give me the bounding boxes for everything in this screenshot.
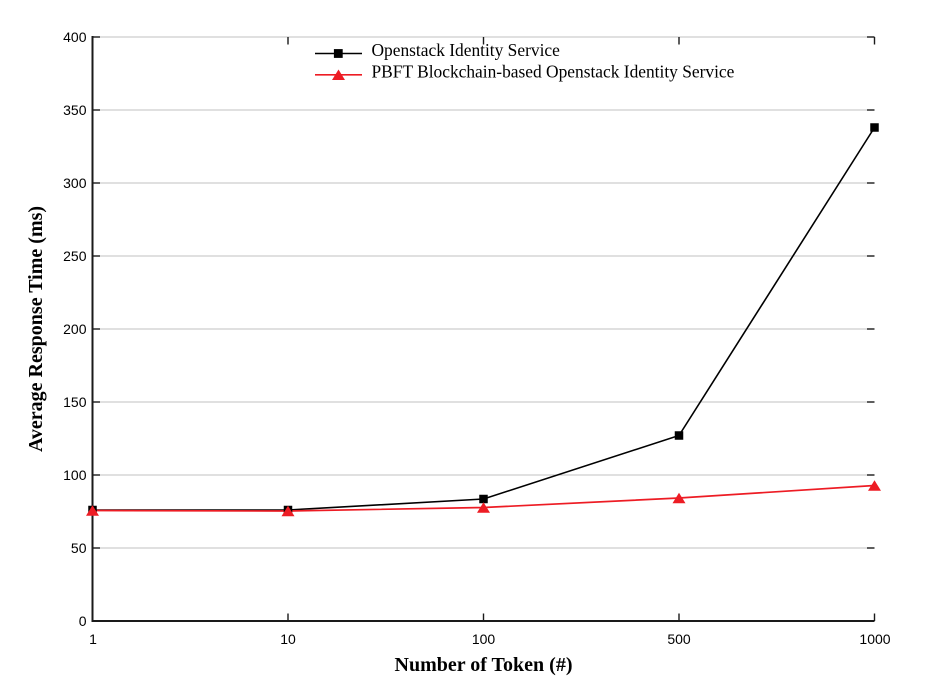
svg-text:Average Response Time (ms): Average Response Time (ms) [25, 206, 47, 452]
svg-text:100: 100 [472, 631, 496, 647]
svg-text:1: 1 [89, 631, 97, 647]
svg-text:PBFT Blockchain-based Openstac: PBFT Blockchain-based Openstack Identity… [372, 62, 735, 82]
svg-text:10: 10 [280, 631, 296, 647]
svg-text:100: 100 [63, 467, 87, 483]
svg-text:200: 200 [63, 321, 87, 337]
svg-text:150: 150 [63, 394, 87, 410]
svg-text:500: 500 [667, 631, 691, 647]
svg-text:350: 350 [63, 102, 87, 118]
svg-text:Openstack Identity Service: Openstack Identity Service [372, 40, 561, 60]
svg-text:400: 400 [63, 29, 87, 45]
svg-text:0: 0 [79, 613, 87, 629]
svg-text:250: 250 [63, 248, 87, 264]
svg-text:1000: 1000 [859, 631, 890, 647]
svg-text:50: 50 [71, 540, 87, 556]
svg-text:Number of Token (#): Number of Token (#) [395, 654, 573, 676]
svg-text:300: 300 [63, 175, 87, 191]
